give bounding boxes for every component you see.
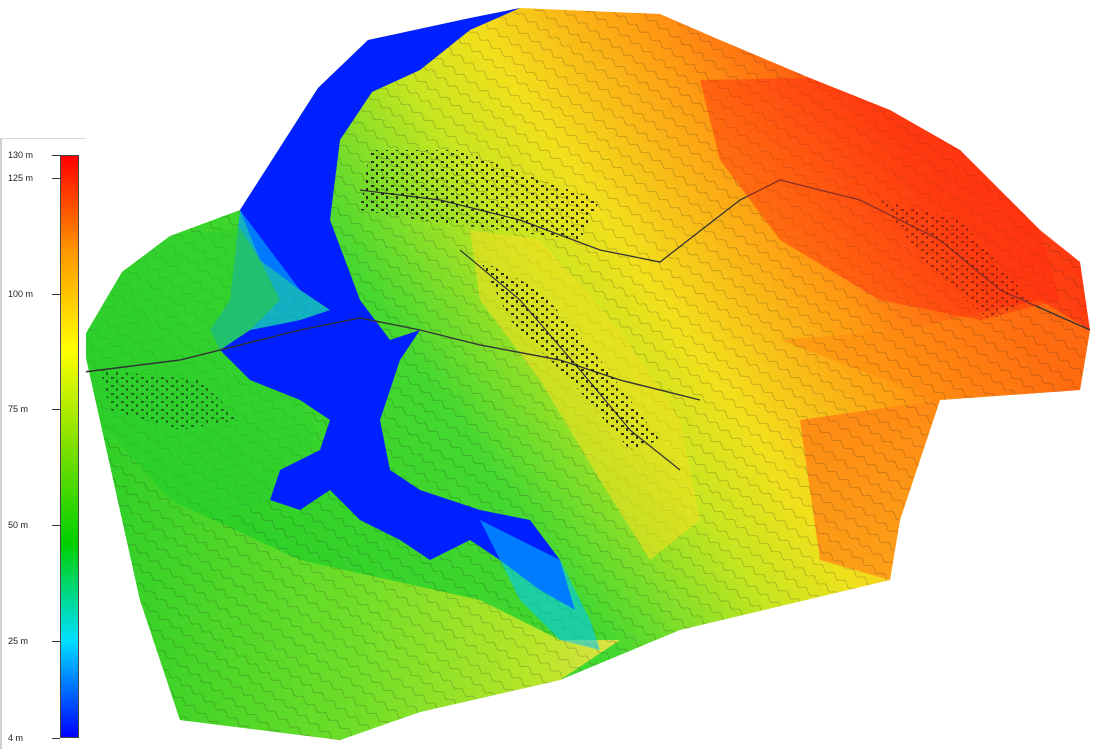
settlement-east [880, 200, 1030, 320]
water-south-glow [480, 520, 600, 650]
legend-tick-label: 125 m [8, 173, 34, 184]
legend-tick-mark [52, 178, 60, 180]
legend-tick-mark [52, 293, 60, 295]
legend-tick-label: 100 m [8, 288, 34, 299]
legend-tick-mark [52, 640, 60, 642]
elevation-legend: 130 m 125 m 100 m 75 m 50 m 25 m 4 m [0, 138, 86, 749]
settlement-north [360, 150, 600, 240]
legend-tick-label: 75 m [8, 404, 29, 415]
legend-tick-label: 4 m [8, 733, 24, 743]
settlement-west [100, 370, 240, 430]
legend-tick-label: 25 m [8, 635, 29, 646]
legend-tick-mark [52, 525, 60, 527]
legend-tick-label: 130 m [8, 150, 34, 160]
legend-tick-label: 50 m [8, 520, 29, 531]
settlement-valley [480, 260, 660, 450]
water-body [220, 8, 575, 610]
elevation-color-ramp [60, 155, 79, 738]
west-hills [82, 228, 320, 520]
legend-tick-mark [52, 409, 60, 411]
high-plateau [700, 78, 1060, 320]
legend-tick-mark [52, 155, 60, 156]
legend-tick-mark [52, 738, 60, 739]
